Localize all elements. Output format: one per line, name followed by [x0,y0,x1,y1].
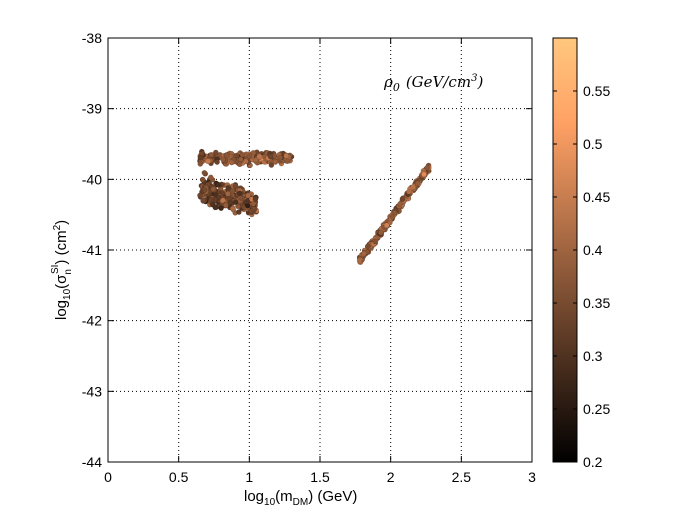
scatter-point [232,199,239,205]
scatter-points [197,148,432,265]
scatter-point [224,152,230,159]
scatter-point [235,203,241,210]
scatter-point [198,154,204,161]
scatter-point [208,196,214,203]
scatter-point [218,205,224,211]
x-tick-label: 1 [245,469,253,485]
scatter-point [239,151,246,158]
scatter-point [214,159,220,165]
scatter-point [246,153,253,159]
colorbar-tick-label: 0.5 [583,136,603,152]
scatter-point [410,184,417,190]
scatter-point [212,204,219,210]
scatter-point [208,151,215,158]
scatter-point [220,156,226,163]
x-tick-label: 0 [104,469,112,485]
scatter-point [228,159,235,166]
y-tick-label: -40 [82,171,102,187]
scatter-point [252,196,259,202]
x-tick-label: 0.5 [169,469,189,485]
scatter-point [284,158,290,164]
colorbar-tick-label: 0.4 [583,242,603,258]
colorbar-tick-label: 0.55 [583,83,610,99]
scatter-point [406,188,412,195]
scatter-point [220,197,226,204]
scatter-point [219,190,226,197]
x-tick-label: 1.5 [310,469,330,485]
scatter-point [197,161,204,167]
y-tick-label: -44 [82,454,102,470]
scatter-point [248,208,254,214]
y-axis-label: log10(σnSI) (cm2) [50,220,74,320]
x-axis-label: log10(mDM) (GeV) [244,488,357,508]
scatter-point [399,196,406,202]
scatter-point [250,200,257,207]
scatter-point [383,222,390,229]
y-tick-label: -38 [82,30,102,46]
x-tick-label: 2 [387,469,395,485]
y-tick-label: -41 [82,242,102,258]
scatter-point [397,200,403,207]
scatter-point [283,152,290,159]
colorbar-tick-label: 0.2 [583,454,603,470]
scatter-point [391,209,398,216]
grid-lines [108,38,532,462]
scatter-point [229,188,236,194]
colorbar-tick-label: 0.35 [583,295,610,311]
colorbar-tick-label: 0.3 [583,348,603,364]
annotation-rho: ρ0 (GeV/cm3) [383,73,483,94]
scatter-point [232,183,239,189]
scatter-point [207,174,214,181]
colorbar-ticks: 0.2 0.25 0.3 0.35 0.4 0.45 0.5 0.55 [553,83,610,470]
scatter-point [212,149,219,156]
scatter-point [268,162,275,168]
scatter-point [236,161,243,168]
scatter-point [357,256,364,263]
scatter-point [256,153,263,160]
scatter-point [227,199,233,206]
scatter-point [236,190,243,197]
scatter-point [389,214,396,220]
scatter-point [253,157,259,163]
scatter-point [414,180,421,187]
y-tick-label: -43 [82,383,102,399]
scatter-point [237,156,244,163]
scatter-point [201,169,208,176]
scatter-point [272,159,279,165]
scatter-point [424,164,431,171]
scatter-point [223,202,229,209]
colorbar-tick-label: 0.25 [583,401,610,417]
scatter-point [421,171,427,178]
colorbar-tick-label: 0.45 [583,189,610,205]
scatter-point [225,184,232,191]
scatter-point [215,182,222,188]
scatter-point [199,176,206,183]
scatter-point [225,190,231,197]
scatter-point [372,238,378,245]
scatter-point [361,250,367,257]
scatter-point [205,158,212,164]
scatter-point [236,209,242,215]
scatter-point [201,187,208,193]
x-tick-label: 3 [528,469,536,485]
x-tick-label: 2.5 [452,469,472,485]
scatter-point [216,194,222,201]
y-tick-label: -39 [82,101,102,117]
scatter-point [377,229,384,236]
axis-ticks: 0 0.5 1 1.5 2 2.5 3 -44 -43 -42 -41 -40 -39 -38 [82,30,536,485]
scatter-point [242,158,249,165]
scatter-point [229,205,236,212]
scatter-point [197,192,203,199]
y-tick-label: -42 [82,313,102,329]
scatter-point [267,153,274,160]
scatter-point [245,192,251,199]
scatter-point [244,198,251,205]
scatter-point [210,186,217,192]
scatter-point [277,154,284,161]
scatter-point [364,243,371,250]
